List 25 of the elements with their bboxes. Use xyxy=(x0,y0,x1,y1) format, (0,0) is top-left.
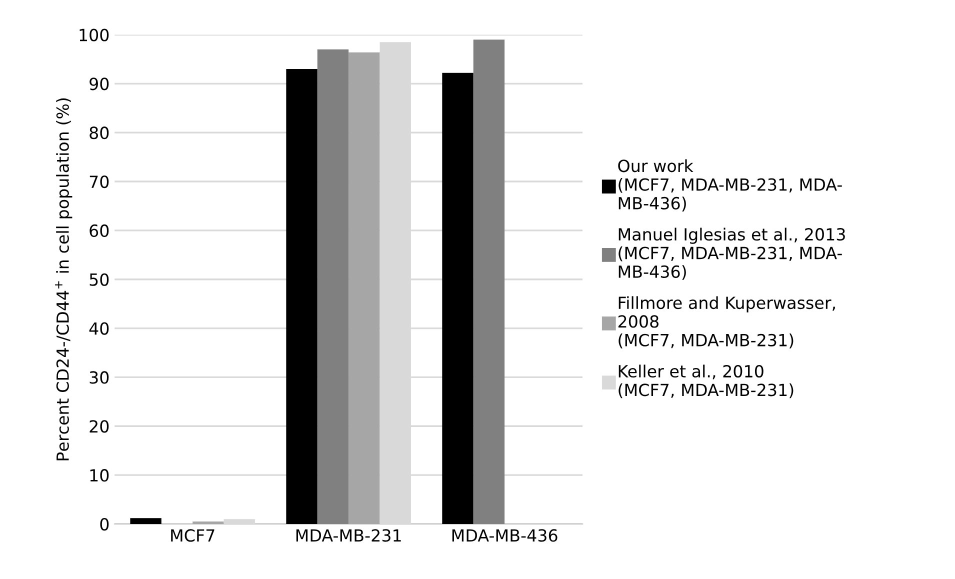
y-tick-label: 50 xyxy=(90,273,109,286)
legend-label: Fillmore and Kuperwasser, 2008 (MCF7, MDA-MB-231) xyxy=(618,296,835,348)
bar xyxy=(473,40,505,524)
x-tick-label: MCF7 xyxy=(171,529,214,542)
bar xyxy=(317,49,349,524)
legend-label: Keller et al., 2010 (MCF7, MDA-MB-231) xyxy=(618,364,794,398)
y-tick-label: 10 xyxy=(90,469,109,482)
bar xyxy=(130,518,162,524)
y-tick-label: 70 xyxy=(90,175,109,188)
y-axis-title: Percent CD24-/CD44$^{+}$ in cell population (%) xyxy=(55,98,72,460)
bar xyxy=(286,68,318,524)
y-tick-label: 100 xyxy=(80,28,109,42)
bar xyxy=(348,52,380,524)
bar xyxy=(442,72,474,524)
y-tick-label: 90 xyxy=(90,78,109,90)
y-tick-label: 30 xyxy=(90,371,109,384)
x-tick-label: MDA-MB-231 xyxy=(296,529,401,542)
y-tick-label: 0 xyxy=(100,518,109,531)
y-tick-label: 80 xyxy=(90,126,109,140)
y-tick-label: 40 xyxy=(89,322,109,335)
x-tick-label: MDA-MB-436 xyxy=(452,529,558,542)
legend-label: Manuel Iglesias et al., 2013 (MCF7, MDA-MB-231, MDA- MB-436) xyxy=(618,228,845,280)
y-tick-label: 20 xyxy=(90,420,109,433)
y-tick-label: 60 xyxy=(90,224,109,238)
legend-label: Our work (MCF7, MDA-MB-231, MDA- MB-436) xyxy=(618,159,842,212)
